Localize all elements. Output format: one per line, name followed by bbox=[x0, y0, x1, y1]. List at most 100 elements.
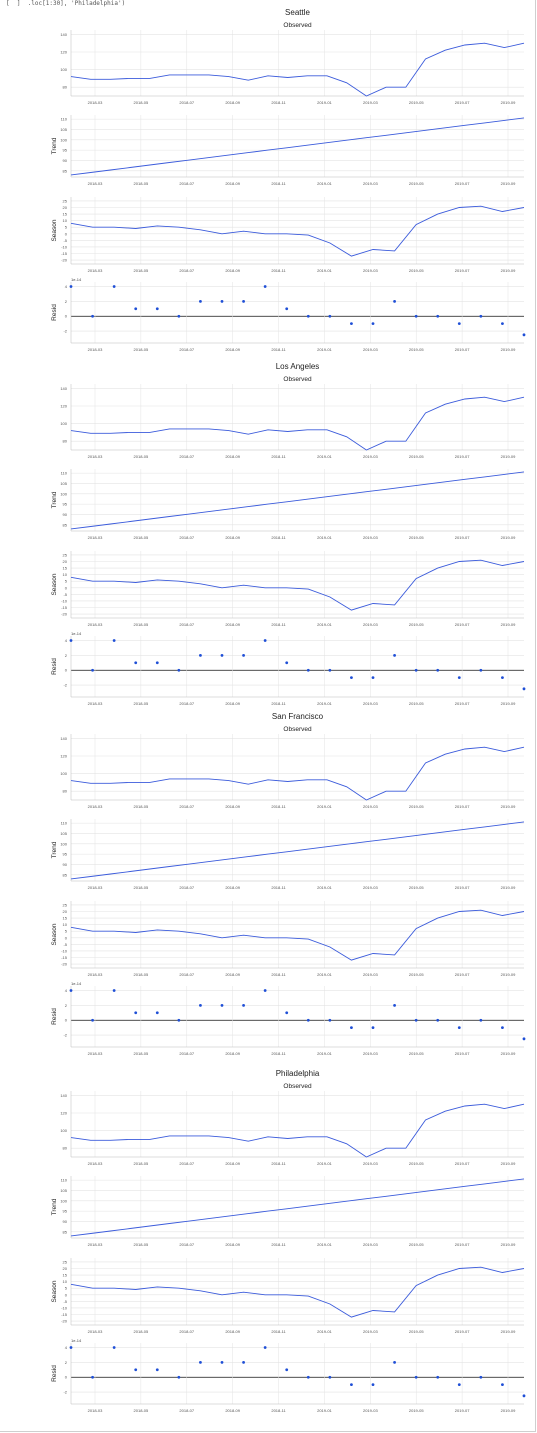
y-tick-label: -20 bbox=[61, 962, 68, 967]
y-tick-label: 2 bbox=[65, 653, 68, 658]
resid-point bbox=[436, 1018, 440, 1022]
y-axis-label: Trend bbox=[51, 841, 58, 858]
y-tick-label: 25 bbox=[63, 1259, 68, 1264]
x-tick-label: 2018-07 bbox=[179, 347, 194, 352]
y-tick-label: 2 bbox=[65, 1003, 68, 1008]
resid-point bbox=[414, 668, 418, 672]
resid-point bbox=[220, 1003, 224, 1007]
x-tick-label: 2018-09 bbox=[225, 100, 240, 105]
resid-point bbox=[306, 1018, 310, 1022]
x-tick-label: 2019-05 bbox=[409, 1242, 424, 1247]
x-tick-label: 2019-03 bbox=[363, 701, 378, 706]
y-tick-label: 20 bbox=[63, 909, 68, 914]
y-tick-label: -15 bbox=[61, 955, 68, 960]
x-tick-label: 2018-11 bbox=[271, 454, 286, 459]
x-tick-label: 2019-05 bbox=[409, 622, 424, 627]
x-tick-label: 2018-07 bbox=[179, 1242, 194, 1247]
y-tick-label: 4 bbox=[65, 1345, 68, 1350]
x-tick-label: 2019-07 bbox=[455, 1051, 470, 1056]
x-tick-label: 2018-07 bbox=[179, 100, 194, 105]
y-tick-label: -20 bbox=[61, 258, 68, 263]
y-tick-label: 90 bbox=[63, 862, 68, 867]
resid-point bbox=[155, 1011, 159, 1015]
resid-point bbox=[177, 1375, 181, 1379]
y-tick-label: 100 bbox=[60, 67, 67, 72]
y-tick-label: -5 bbox=[63, 592, 67, 597]
y-axis-label: Season bbox=[51, 1280, 58, 1302]
resid-point bbox=[91, 1375, 94, 1379]
x-tick-label: 2018-05 bbox=[134, 347, 149, 352]
resid-point bbox=[242, 1003, 245, 1007]
resid-point bbox=[371, 1383, 375, 1387]
x-tick-label: 2019-09 bbox=[501, 1161, 516, 1166]
resid-point bbox=[436, 1375, 440, 1379]
resid-point bbox=[220, 1360, 224, 1364]
resid-point bbox=[522, 687, 526, 691]
x-tick-label: 2018-07 bbox=[179, 701, 194, 706]
series-line-season bbox=[70, 559, 525, 611]
x-tick-label: 2019-03 bbox=[363, 885, 378, 890]
resid-point bbox=[501, 322, 504, 326]
y-tick-label: 95 bbox=[63, 852, 68, 857]
resid-point bbox=[199, 653, 202, 657]
axis-exponent: 1e-14 bbox=[71, 277, 82, 282]
resid-point bbox=[522, 1037, 526, 1041]
y-tick-label: 140 bbox=[60, 32, 67, 37]
y-tick-label: 100 bbox=[60, 491, 67, 496]
panel-title: Observed bbox=[283, 22, 312, 29]
x-tick-label: 2019-03 bbox=[363, 454, 378, 459]
axis-exponent: 1e-14 bbox=[71, 1338, 82, 1343]
panel-observed: Observed 80 100 120 140 2018-03 2018-05 2018-07… bbox=[60, 376, 525, 459]
y-tick-label: 10 bbox=[63, 572, 68, 577]
panel-resid: Resid 1e-14 -2 0 2 4 2018-03 2018-05 2018-07 2018… bbox=[51, 1338, 526, 1413]
resid-point bbox=[328, 668, 332, 672]
x-tick-label: 2019-01 bbox=[317, 1161, 332, 1166]
x-tick-label: 2018-09 bbox=[225, 181, 240, 186]
x-tick-label: 2019-03 bbox=[363, 622, 378, 627]
x-tick-label: 2019-01 bbox=[317, 268, 332, 273]
x-tick-label: 2018-07 bbox=[179, 885, 194, 890]
y-tick-label: 10 bbox=[63, 922, 68, 927]
y-tick-label: -15 bbox=[61, 605, 68, 610]
y-tick-label: 80 bbox=[63, 85, 68, 90]
city-title: Philadelphia bbox=[276, 1069, 320, 1078]
y-tick-label: 100 bbox=[60, 421, 67, 426]
y-tick-label: 80 bbox=[63, 789, 68, 794]
y-tick-label: 0 bbox=[65, 231, 68, 236]
x-tick-label: 2018-09 bbox=[225, 701, 240, 706]
x-tick-label: 2018-07 bbox=[179, 1408, 194, 1413]
x-tick-label: 2019-09 bbox=[501, 1242, 516, 1247]
city-title: Seattle bbox=[285, 8, 310, 17]
x-tick-label: 2019-05 bbox=[409, 535, 424, 540]
x-tick-label: 2018-09 bbox=[225, 1408, 240, 1413]
y-tick-label: 15 bbox=[63, 212, 68, 217]
x-tick-label: 2018-11 bbox=[271, 1408, 286, 1413]
x-tick-label: 2019-09 bbox=[501, 454, 516, 459]
resid-point bbox=[350, 1026, 353, 1030]
y-tick-label: 85 bbox=[63, 168, 68, 173]
x-tick-label: 2018-07 bbox=[179, 622, 194, 627]
y-tick-label: 0 bbox=[65, 314, 68, 319]
x-tick-label: 2018-05 bbox=[134, 1329, 149, 1334]
x-tick-label: 2018-03 bbox=[88, 701, 103, 706]
x-tick-label: 2018-05 bbox=[134, 1242, 149, 1247]
x-tick-label: 2018-03 bbox=[88, 972, 103, 977]
resid-point bbox=[371, 322, 375, 326]
resid-point bbox=[177, 314, 181, 318]
x-tick-label: 2018-05 bbox=[134, 1408, 149, 1413]
x-tick-label: 2018-03 bbox=[88, 885, 103, 890]
resid-point bbox=[479, 1018, 483, 1022]
x-tick-label: 2018-11 bbox=[271, 347, 286, 352]
x-tick-label: 2019-07 bbox=[455, 1242, 470, 1247]
y-axis-label: Season bbox=[51, 573, 58, 595]
x-tick-label: 2019-01 bbox=[317, 1242, 332, 1247]
y-tick-label: 110 bbox=[61, 117, 68, 122]
x-tick-label: 2019-09 bbox=[501, 885, 516, 890]
resid-point bbox=[155, 661, 159, 665]
x-tick-label: 2018-07 bbox=[179, 804, 194, 809]
y-tick-label: 100 bbox=[60, 771, 67, 776]
resid-point bbox=[414, 1018, 418, 1022]
y-tick-label: -20 bbox=[61, 612, 68, 617]
resid-point bbox=[112, 639, 116, 642]
y-axis-label: Resid bbox=[51, 304, 58, 321]
